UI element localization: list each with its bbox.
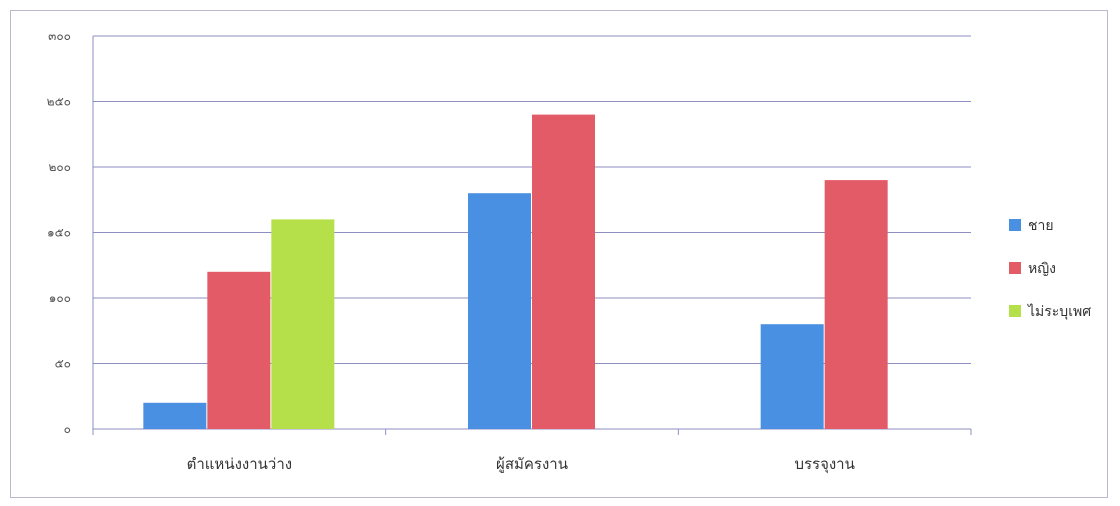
bar-1-series-1 (143, 402, 207, 429)
bar-1-series-2 (207, 271, 271, 429)
bar-3-series-2 (824, 180, 888, 429)
legend-label: ชาย (1028, 218, 1054, 234)
legend-swatch (1009, 262, 1021, 274)
y-tick-label: ๐ (64, 422, 71, 436)
legend-label: ไม่ระบุเพศ (1027, 303, 1091, 320)
y-tick-label: ๒๐๐ (48, 160, 71, 174)
x-category-label: ผู้สมัครงาน (496, 455, 568, 473)
bar-2-series-1 (468, 193, 531, 429)
x-category-label: ตำแหน่งงานว่าง (187, 455, 292, 473)
y-tick-label: ๒๕๐ (47, 95, 71, 109)
x-category-label: บรรจุงาน (794, 455, 854, 474)
y-tick-label: ๑๕๐ (47, 226, 71, 240)
bar-3-series-1 (760, 324, 824, 429)
legend-swatch (1009, 305, 1021, 317)
y-tick-label: ๓๐๐ (48, 29, 71, 43)
legend-label: หญิง (1028, 261, 1056, 277)
y-tick-label: ๑๐๐ (49, 291, 71, 305)
legend-swatch (1009, 219, 1021, 231)
y-tick-label: ๕๐ (55, 357, 71, 371)
bar-1-series-3 (271, 219, 335, 429)
bars (143, 114, 888, 429)
bar-2-series-2 (532, 114, 595, 429)
chart-frame: ๐ ๕๐ ๑๐๐ ๑๕๐ ๒๐๐ ๒๕๐ ๓๐๐ตำแหน่งงานว่าง ผู้สมัคร… (10, 10, 1108, 498)
